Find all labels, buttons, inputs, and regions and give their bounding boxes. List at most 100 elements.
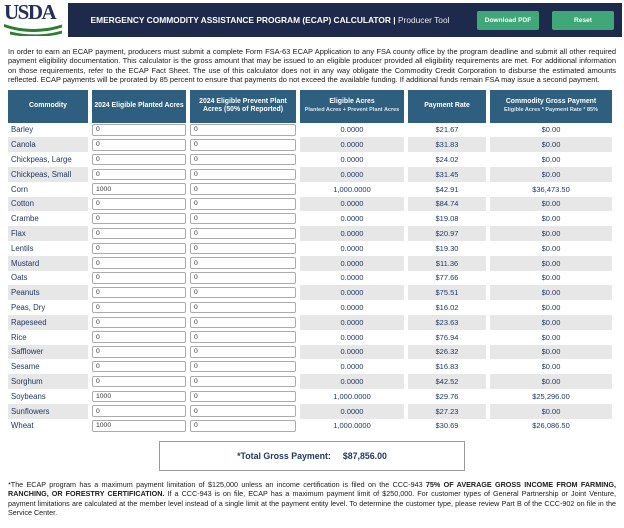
prevent-plant-acres-input[interactable] bbox=[190, 375, 296, 388]
footnote-bold: 75% OF AVERAGE GROSS INCOME FROM FARMING… bbox=[8, 480, 616, 499]
commodity-label: Barley bbox=[11, 125, 34, 135]
planted-acres-input[interactable] bbox=[92, 227, 186, 240]
prevent-plant-acres-input[interactable] bbox=[190, 405, 296, 417]
planted-acres-input[interactable] bbox=[92, 242, 186, 255]
planted-acres-input[interactable] bbox=[92, 316, 186, 329]
prevent-plant-acres-input[interactable] bbox=[190, 153, 296, 166]
eligible-acres-value: 1,000.0000 bbox=[333, 421, 371, 431]
prevent-plant-acres-input[interactable] bbox=[190, 420, 296, 432]
eligible-acres-value: 0.0000 bbox=[300, 403, 404, 419]
payment-rate-value: $24.02 bbox=[435, 155, 459, 165]
prevent-plant-acres-input[interactable] bbox=[190, 198, 296, 210]
planted-acres-input[interactable] bbox=[92, 168, 186, 181]
payment-rate-value: $76.94 bbox=[435, 332, 459, 342]
prevent-plant-acres-input[interactable] bbox=[190, 183, 296, 195]
table-row: Sunflowers 0.0000 $27.23 $0.00 bbox=[8, 403, 616, 419]
planted-acres-input[interactable] bbox=[92, 139, 186, 151]
planted-acres-input[interactable] bbox=[92, 272, 186, 284]
table-row: Barley 0.0000 $21.67 $0.00 bbox=[8, 123, 616, 138]
table-row: Flax 0.0000 $20.97 $0.00 bbox=[8, 226, 616, 241]
download-pdf-button[interactable]: Download PDF bbox=[477, 10, 539, 30]
prevent-plant-acres-input[interactable] bbox=[190, 257, 296, 269]
eligible-acres-value: 0.0000 bbox=[340, 303, 364, 313]
commodity-label: Chickpeas, Large bbox=[11, 155, 72, 165]
gross-payment-value: $0.00 bbox=[541, 362, 561, 372]
prevent-plant-acres-input[interactable] bbox=[190, 139, 296, 151]
gross-payment-value: $0.00 bbox=[541, 214, 561, 224]
gross-payment-value: $25,296.00 bbox=[532, 391, 570, 401]
gross-payment-value: $0.00 bbox=[490, 255, 612, 271]
commodity-label: Mustard bbox=[11, 258, 40, 268]
commodity-label: Peas, Dry bbox=[11, 303, 46, 313]
top-bar: USDA EMERGENCY COMMODITY ASSISTANCE PROG… bbox=[0, 0, 624, 40]
commodity-label: Lentils bbox=[11, 243, 34, 253]
gross-payment-value: $0.00 bbox=[490, 137, 612, 153]
intro-paragraph: In order to earn an ECAP payment, produc… bbox=[8, 47, 616, 85]
commodity-label: Sunflowers bbox=[11, 406, 50, 416]
gross-payment-value: $0.00 bbox=[490, 226, 612, 241]
planted-acres-input[interactable] bbox=[92, 346, 186, 358]
gross-payment-value: $0.00 bbox=[541, 273, 561, 283]
page-title: EMERGENCY COMMODITY ASSISTANCE PROGRAM (… bbox=[76, 15, 464, 25]
planted-acres-input[interactable] bbox=[92, 331, 186, 343]
prevent-plant-acres-input[interactable] bbox=[190, 168, 296, 181]
eligible-acres-value: 0.0000 bbox=[300, 285, 404, 301]
footnote-part2: If a CCC-943 is on file, ECAP has a maxi… bbox=[8, 489, 616, 517]
prevent-plant-acres-input[interactable] bbox=[190, 124, 296, 136]
gross-payment-value: $0.00 bbox=[490, 344, 612, 360]
planted-acres-input[interactable] bbox=[92, 420, 186, 432]
commodity-label: Sesame bbox=[11, 362, 40, 372]
eligible-acres-value: 0.0000 bbox=[300, 226, 404, 241]
planted-acres-input[interactable] bbox=[92, 375, 186, 388]
planted-acres-input[interactable] bbox=[92, 198, 186, 210]
prevent-plant-acres-input[interactable] bbox=[190, 316, 296, 329]
prevent-plant-acres-input[interactable] bbox=[190, 272, 296, 284]
prevent-plant-acres-input[interactable] bbox=[190, 227, 296, 240]
prevent-plant-acres-input[interactable] bbox=[190, 346, 296, 358]
planted-acres-input[interactable] bbox=[92, 124, 186, 136]
planted-acres-input[interactable] bbox=[92, 405, 186, 417]
payment-rate-value: $27.23 bbox=[408, 403, 486, 419]
planted-acres-input[interactable] bbox=[92, 153, 186, 166]
table-row: Rice 0.0000 $76.94 $0.00 bbox=[8, 330, 616, 345]
prevent-plant-acres-input[interactable] bbox=[190, 212, 296, 225]
prevent-plant-acres-input[interactable] bbox=[190, 286, 296, 299]
eligible-acres-value: 0.0000 bbox=[340, 155, 364, 165]
payment-rate-value: $16.02 bbox=[435, 303, 459, 313]
planted-acres-input[interactable] bbox=[92, 360, 186, 373]
commodity-label: Flax bbox=[11, 229, 26, 239]
prevent-plant-acres-input[interactable] bbox=[190, 242, 296, 255]
prevent-plant-acres-input[interactable] bbox=[190, 301, 296, 314]
payment-rate-value: $29.76 bbox=[435, 391, 459, 401]
table-row: Peanuts 0.0000 $75.51 $0.00 bbox=[8, 285, 616, 301]
gross-payment-value: $0.00 bbox=[490, 196, 612, 212]
prevent-plant-acres-input[interactable] bbox=[190, 331, 296, 343]
title-bar: EMERGENCY COMMODITY ASSISTANCE PROGRAM (… bbox=[68, 3, 622, 37]
commodity-label: Rice bbox=[11, 332, 27, 342]
page-title-suffix: Producer Tool bbox=[397, 15, 450, 25]
reset-button[interactable]: Reset bbox=[552, 10, 614, 30]
gross-payment-value: $26,086.50 bbox=[532, 421, 570, 431]
prevent-plant-acres-input[interactable] bbox=[190, 390, 296, 403]
commodity-table: Commodity 2024 Eligible Planted Acres 20… bbox=[8, 89, 616, 434]
payment-rate-value: $30.69 bbox=[435, 421, 459, 431]
eligible-acres-value: 0.0000 bbox=[340, 273, 364, 283]
eligible-acres-value: 0.0000 bbox=[340, 332, 364, 342]
commodity-label: Crambe bbox=[11, 214, 39, 224]
planted-acres-input[interactable] bbox=[92, 286, 186, 299]
planted-acres-input[interactable] bbox=[92, 301, 186, 314]
payment-rate-value: $77.66 bbox=[435, 273, 459, 283]
eligible-acres-value: 1,000.0000 bbox=[333, 184, 371, 194]
planted-acres-input[interactable] bbox=[92, 257, 186, 269]
eligible-acres-value: 0.0000 bbox=[340, 125, 364, 135]
commodity-label: Safflower bbox=[11, 347, 44, 357]
table-row: Cotton 0.0000 $84.74 $0.00 bbox=[8, 196, 616, 212]
table-row: Canola 0.0000 $31.83 $0.00 bbox=[8, 137, 616, 153]
planted-acres-input[interactable] bbox=[92, 212, 186, 225]
planted-acres-input[interactable] bbox=[92, 183, 186, 195]
prevent-plant-acres-input[interactable] bbox=[190, 360, 296, 373]
planted-acres-input[interactable] bbox=[92, 390, 186, 403]
table-row: Soybeans 1,000.0000 $29.76 $25,296.00 bbox=[8, 389, 616, 404]
table-row: Chickpeas, Small 0.0000 $31.45 $0.00 bbox=[8, 166, 616, 182]
